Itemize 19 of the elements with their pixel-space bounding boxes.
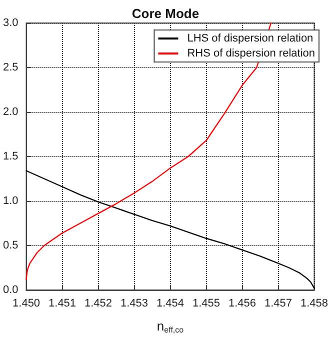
x-tick-label: 1.450 [12, 298, 40, 310]
x-tick-label: 1.454 [156, 298, 184, 310]
y-tick-label: 2.0 [2, 106, 18, 118]
x-tick-label: 1.457 [264, 298, 292, 310]
y-tick-label: 2.5 [2, 62, 18, 74]
x-tick-label: 1.451 [48, 298, 76, 310]
legend-label: RHS of dispersion relation [187, 48, 316, 60]
chart-title: Core Mode [132, 6, 200, 21]
y-tick-label: 3.0 [2, 17, 18, 29]
x-tick-label: 1.453 [120, 298, 148, 310]
y-tick-label: 0.5 [2, 240, 18, 252]
y-tick-label: 1.5 [2, 150, 18, 162]
x-tick-label: 1.452 [84, 298, 112, 310]
x-tick-label: 1.458 [300, 298, 328, 310]
x-tick-label: 1.456 [228, 298, 256, 310]
y-tick-label: 0.0 [2, 284, 18, 296]
x-tick-label: 1.455 [192, 298, 220, 310]
legend-label: LHS of dispersion relation [187, 32, 314, 44]
y-tick-label: 1.0 [2, 195, 18, 207]
